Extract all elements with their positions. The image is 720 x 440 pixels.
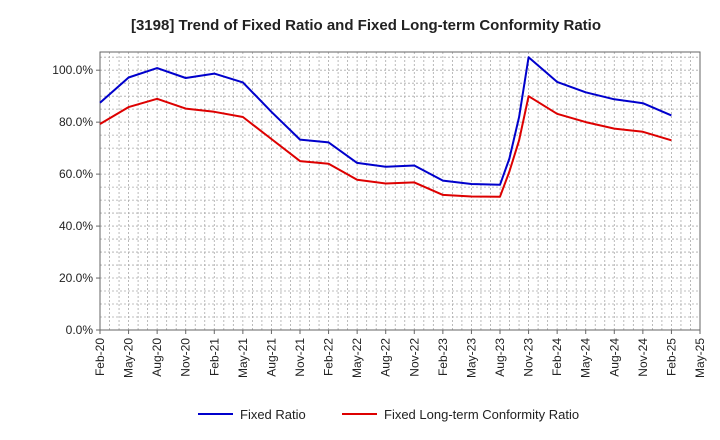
x-tick-label: Feb-25 xyxy=(664,338,678,376)
legend-label: Fixed Long-term Conformity Ratio xyxy=(384,407,579,422)
x-tick-label: May-23 xyxy=(464,338,478,378)
series-line-1 xyxy=(99,56,672,186)
x-tick-label: Nov-22 xyxy=(407,338,421,377)
x-tick-label: May-24 xyxy=(579,338,593,378)
grid-lines xyxy=(100,52,700,330)
x-tick-label: Aug-20 xyxy=(150,338,164,377)
legend-label: Fixed Ratio xyxy=(240,407,306,422)
x-tick-label: Aug-23 xyxy=(493,338,507,377)
y-tick-label: 20.0% xyxy=(59,271,93,285)
chart-title: [3198] Trend of Fixed Ratio and Fixed Lo… xyxy=(131,17,601,34)
x-tick-label: Feb-21 xyxy=(207,338,221,376)
legend: Fixed Ratio Fixed Long-term Conformity Ra… xyxy=(198,407,579,422)
x-tick-label: Feb-20 xyxy=(93,338,107,376)
x-tick-label: Aug-22 xyxy=(379,338,393,377)
x-tick-label: Feb-22 xyxy=(322,338,336,376)
x-tick-label: Nov-24 xyxy=(636,338,650,377)
plot-area xyxy=(99,51,701,331)
y-tick-label: 0.0% xyxy=(66,323,94,337)
x-tick-label: Aug-24 xyxy=(607,338,621,377)
y-tick-label: 100.0% xyxy=(52,63,93,77)
x-tick-label: Nov-23 xyxy=(522,338,536,377)
x-tick-label: Aug-21 xyxy=(264,338,278,377)
y-tick-label: 80.0% xyxy=(59,115,93,129)
series-lines xyxy=(99,56,672,198)
x-tick-label: May-25 xyxy=(693,338,707,378)
x-tick-label: May-21 xyxy=(236,338,250,378)
x-tick-label: Nov-21 xyxy=(293,338,307,377)
y-tick-label: 60.0% xyxy=(59,167,93,181)
x-tick-label: Nov-20 xyxy=(179,338,193,377)
x-tick-label: May-20 xyxy=(122,338,136,378)
series-line-2 xyxy=(99,95,672,198)
y-tick-label: 40.0% xyxy=(59,219,93,233)
y-axis: 0.0% 20.0% 40.0% 60.0% 80.0% 100.0% xyxy=(52,63,100,337)
x-tick-label: Feb-23 xyxy=(436,338,450,376)
x-tick-label: May-22 xyxy=(350,338,364,378)
x-tick-label: Feb-24 xyxy=(550,338,564,376)
x-axis: Feb-20 May-20 Aug-20 Nov-20 Feb-21 May-21 Aug-… xyxy=(93,330,707,378)
